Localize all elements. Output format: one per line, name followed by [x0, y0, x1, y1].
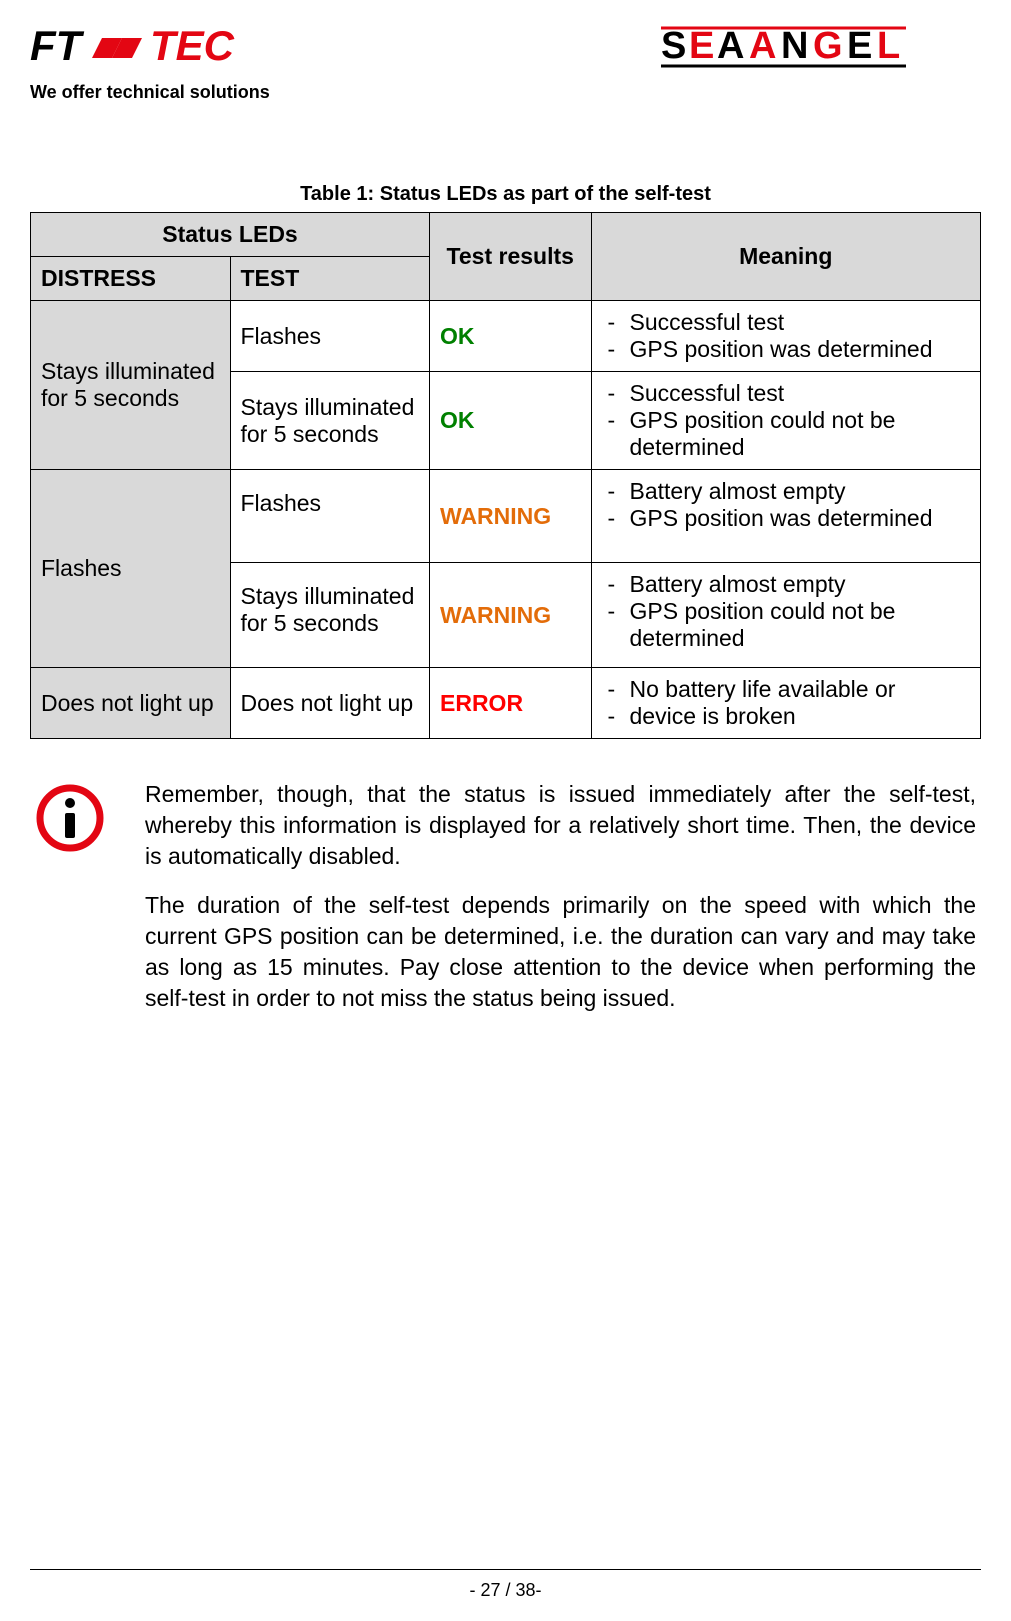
- cell-distress: Stays illuminated for 5 seconds: [31, 301, 231, 470]
- meaning-item: No battery life available or: [602, 676, 971, 703]
- page-footer: - 27 / 38-: [30, 1569, 981, 1601]
- seaangel-logo-icon: S E A A N G E L: [661, 20, 981, 75]
- cell-test: Flashes: [230, 470, 430, 563]
- status-leds-table: Status LEDs Test results Meaning DISTRES…: [30, 212, 981, 739]
- svg-text:S: S: [661, 25, 687, 67]
- table-row: Does not light up Does not light up ERRO…: [31, 668, 981, 739]
- info-text: Remember, though, that the status is iss…: [145, 779, 976, 1014]
- meaning-item: GPS position could not be determined: [602, 598, 971, 652]
- cell-result: OK: [430, 301, 592, 372]
- table-row: Flashes Flashes WARNING Battery almost e…: [31, 470, 981, 563]
- cell-meaning: Battery almost empty GPS position was de…: [591, 470, 981, 563]
- cell-distress: Does not light up: [31, 668, 231, 739]
- svg-text:N: N: [781, 25, 809, 67]
- logo-seaangel: S E A A N G E L: [661, 20, 981, 75]
- cell-meaning: Successful test GPS position could not b…: [591, 372, 981, 470]
- cell-meaning: Successful test GPS position was determi…: [591, 301, 981, 372]
- cell-test: Stays illuminated for 5 seconds: [230, 563, 430, 668]
- cell-test: Does not light up: [230, 668, 430, 739]
- meaning-item: Battery almost empty: [602, 571, 971, 598]
- svg-text:E: E: [689, 25, 715, 67]
- meaning-item: GPS position was determined: [602, 336, 971, 363]
- cell-result: WARNING: [430, 563, 592, 668]
- cell-meaning: Battery almost empty GPS position could …: [591, 563, 981, 668]
- logo-tagline: We offer technical solutions: [30, 82, 290, 103]
- info-paragraph-1: Remember, though, that the status is iss…: [145, 779, 976, 872]
- table-header-row-1: Status LEDs Test results Meaning: [31, 213, 981, 257]
- cell-distress: Flashes: [31, 470, 231, 668]
- info-icon: [35, 779, 115, 1014]
- svg-text:TEC: TEC: [150, 22, 235, 69]
- th-distress: DISTRESS: [31, 257, 231, 301]
- cell-result: ERROR: [430, 668, 592, 739]
- info-paragraph-2: The duration of the self-test depends pr…: [145, 890, 976, 1014]
- meaning-item: GPS position could not be determined: [602, 407, 971, 461]
- cell-test: Stays illuminated for 5 seconds: [230, 372, 430, 470]
- cell-meaning: No battery life available or device is b…: [591, 668, 981, 739]
- cell-result: WARNING: [430, 470, 592, 563]
- svg-text:A: A: [717, 25, 745, 67]
- meaning-item: Successful test: [602, 309, 971, 336]
- meaning-item: GPS position was determined: [602, 505, 971, 532]
- svg-text:A: A: [749, 25, 777, 67]
- th-test-results: Test results: [430, 213, 592, 301]
- page-number: - 27 / 38-: [469, 1580, 541, 1600]
- svg-text:FT: FT: [30, 22, 85, 69]
- meaning-item: device is broken: [602, 703, 971, 730]
- fttec-logo-icon: FT TEC: [30, 20, 290, 80]
- info-block: Remember, though, that the status is iss…: [30, 779, 981, 1014]
- svg-text:L: L: [877, 25, 901, 67]
- svg-text:G: G: [813, 25, 844, 67]
- cell-test: Flashes: [230, 301, 430, 372]
- th-meaning: Meaning: [591, 213, 981, 301]
- meaning-item: Battery almost empty: [602, 478, 971, 505]
- cell-result: OK: [430, 372, 592, 470]
- table-caption: Table 1: Status LEDs as part of the self…: [30, 183, 981, 206]
- logo-fttec: FT TEC We offer technical solutions: [30, 20, 290, 103]
- th-test: TEST: [230, 257, 430, 301]
- th-status-leds: Status LEDs: [31, 213, 430, 257]
- page-header: FT TEC We offer technical solutions S E …: [30, 20, 981, 103]
- svg-text:E: E: [847, 25, 873, 67]
- table-row: Stays illuminated for 5 seconds Flashes …: [31, 301, 981, 372]
- meaning-item: Successful test: [602, 380, 971, 407]
